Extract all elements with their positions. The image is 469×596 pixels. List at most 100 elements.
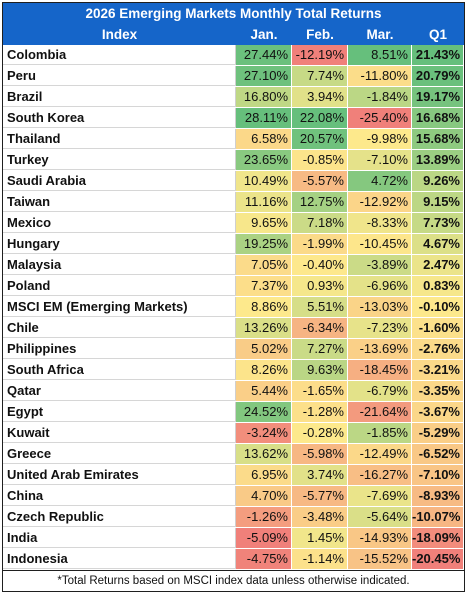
cell-feb: 7.74% — [292, 66, 348, 86]
cell-jan: 6.95% — [236, 465, 292, 485]
row-label: United Arab Emirates — [3, 465, 236, 485]
cell-jan: 24.52% — [236, 402, 292, 422]
cell-mar: -14.93% — [348, 528, 412, 548]
table-row: China 4.70% -5.77% -7.69% -8.93% — [3, 486, 464, 507]
cell-mar: -11.80% — [348, 66, 412, 86]
cell-feb: -1.99% — [292, 234, 348, 254]
cell-q1: 9.26% — [412, 171, 464, 191]
cell-jan: 10.49% — [236, 171, 292, 191]
row-label: Kuwait — [3, 423, 236, 443]
cell-mar: -5.64% — [348, 507, 412, 527]
row-label: Brazil — [3, 87, 236, 107]
cell-q1: 21.43% — [412, 45, 464, 65]
cell-feb: 1.45% — [292, 528, 348, 548]
cell-jan: 6.58% — [236, 129, 292, 149]
table-row: Brazil 16.80% 3.94% -1.84% 19.17% — [3, 87, 464, 108]
cell-feb: -0.85% — [292, 150, 348, 170]
cell-q1: -1.60% — [412, 318, 464, 338]
table-row: Hungary 19.25% -1.99% -10.45% 4.67% — [3, 234, 464, 255]
table-row: Taiwan 11.16% 12.75% -12.92% 9.15% — [3, 192, 464, 213]
cell-jan: -1.26% — [236, 507, 292, 527]
cell-mar: -8.33% — [348, 213, 412, 233]
cell-q1: 9.15% — [412, 192, 464, 212]
cell-jan: 9.65% — [236, 213, 292, 233]
row-label: Egypt — [3, 402, 236, 422]
cell-feb: 7.18% — [292, 213, 348, 233]
row-label: Peru — [3, 66, 236, 86]
cell-feb: 7.27% — [292, 339, 348, 359]
cell-jan: 5.02% — [236, 339, 292, 359]
cell-feb: -3.48% — [292, 507, 348, 527]
column-header-jan: Jan. — [250, 27, 278, 42]
cell-feb: 3.94% — [292, 87, 348, 107]
cell-jan: 13.26% — [236, 318, 292, 338]
table-row: Chile 13.26% -6.34% -7.23% -1.60% — [3, 318, 464, 339]
cell-mar: -21.64% — [348, 402, 412, 422]
row-label: Czech Republic — [3, 507, 236, 527]
cell-jan: 23.65% — [236, 150, 292, 170]
cell-mar: -18.45% — [348, 360, 412, 380]
cell-mar: -16.27% — [348, 465, 412, 485]
row-label: Indonesia — [3, 549, 236, 569]
row-label: Saudi Arabia — [3, 171, 236, 191]
row-label: India — [3, 528, 236, 548]
cell-feb: 20.57% — [292, 129, 348, 149]
cell-feb: 9.63% — [292, 360, 348, 380]
cell-mar: -13.69% — [348, 339, 412, 359]
cell-jan: 7.37% — [236, 276, 292, 296]
table-row: Poland 7.37% 0.93% -6.96% 0.83% — [3, 276, 464, 297]
cell-mar: -3.89% — [348, 255, 412, 275]
cell-q1: -5.29% — [412, 423, 464, 443]
cell-q1: -18.09% — [412, 528, 464, 548]
row-label: Poland — [3, 276, 236, 296]
column-header-feb: Feb. — [306, 27, 334, 42]
row-label: Philippines — [3, 339, 236, 359]
cell-feb: 12.75% — [292, 192, 348, 212]
table-row: Thailand 6.58% 20.57% -9.98% 15.68% — [3, 129, 464, 150]
cell-jan: 28.11% — [236, 108, 292, 128]
table-row: United Arab Emirates 6.95% 3.74% -16.27% -7.… — [3, 465, 464, 486]
cell-feb: -1.28% — [292, 402, 348, 422]
cell-feb: 3.74% — [292, 465, 348, 485]
cell-feb: -12.19% — [292, 45, 348, 65]
table-row: Mexico 9.65% 7.18% -8.33% 7.73% — [3, 213, 464, 234]
row-label: South Africa — [3, 360, 236, 380]
returns-table: 2026 Emerging Markets Monthly Total Retu… — [2, 2, 465, 592]
cell-q1: -7.10% — [412, 465, 464, 485]
table-row: Malaysia 7.05% -0.40% -3.89% 2.47% — [3, 255, 464, 276]
cell-jan: 7.05% — [236, 255, 292, 275]
cell-jan: 27.44% — [236, 45, 292, 65]
cell-jan: 4.70% — [236, 486, 292, 506]
cell-mar: -10.45% — [348, 234, 412, 254]
cell-mar: 4.72% — [348, 171, 412, 191]
table-row: Greece 13.62% -5.98% -12.49% -6.52% — [3, 444, 464, 465]
table-row: Colombia 27.44% -12.19% 8.51% 21.43% — [3, 45, 464, 66]
cell-mar: -15.52% — [348, 549, 412, 569]
cell-feb: -1.14% — [292, 549, 348, 569]
cell-mar: -1.85% — [348, 423, 412, 443]
cell-mar: -1.84% — [348, 87, 412, 107]
cell-mar: -6.96% — [348, 276, 412, 296]
column-header-mar: Mar. — [366, 27, 394, 42]
row-label: Colombia — [3, 45, 236, 65]
cell-q1: 19.17% — [412, 87, 464, 107]
row-label: Greece — [3, 444, 236, 464]
cell-feb: -5.98% — [292, 444, 348, 464]
table-row: MSCI EM (Emerging Markets) 8.86% 5.51% -13.… — [3, 297, 464, 318]
cell-mar: -7.10% — [348, 150, 412, 170]
table-body: Colombia 27.44% -12.19% 8.51% 21.43% Peru 27.1… — [3, 45, 464, 570]
cell-jan: -3.24% — [236, 423, 292, 443]
table-header: 2026 Emerging Markets Monthly Total Retu… — [3, 3, 464, 45]
cell-mar: -13.03% — [348, 297, 412, 317]
cell-jan: 8.26% — [236, 360, 292, 380]
cell-q1: 0.83% — [412, 276, 464, 296]
row-label: Taiwan — [3, 192, 236, 212]
cell-q1: 13.89% — [412, 150, 464, 170]
cell-feb: -0.28% — [292, 423, 348, 443]
cell-q1: 16.68% — [412, 108, 464, 128]
cell-jan: 8.86% — [236, 297, 292, 317]
cell-mar: 8.51% — [348, 45, 412, 65]
cell-q1: -0.10% — [412, 297, 464, 317]
cell-jan: 11.16% — [236, 192, 292, 212]
table-row: Philippines 5.02% 7.27% -13.69% -2.76% — [3, 339, 464, 360]
